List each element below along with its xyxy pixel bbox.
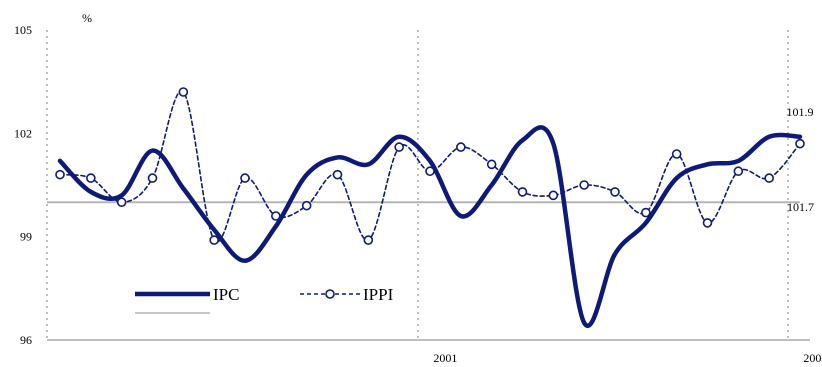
legend-marker-ippi bbox=[325, 289, 335, 299]
y-tick-label: 102 bbox=[14, 126, 32, 140]
end-label-ipc: 101.9 bbox=[787, 105, 814, 119]
data-point-ippi bbox=[456, 142, 466, 152]
x-tick-label: 2001 bbox=[433, 351, 457, 365]
axes bbox=[46, 30, 810, 341]
data-point-ippi bbox=[425, 166, 435, 177]
data-point-ippi bbox=[332, 169, 343, 180]
legend: IPC IPPI bbox=[135, 285, 394, 314]
data-point-ippi bbox=[486, 159, 497, 170]
data-point-ippi bbox=[301, 200, 312, 211]
data-point-ippi bbox=[116, 197, 127, 208]
y-tick-labels: 105 102 99 96 bbox=[14, 23, 32, 347]
data-point-ippi bbox=[178, 87, 189, 97]
data-point-ippi bbox=[795, 138, 805, 149]
x-tick-label: 2002 bbox=[803, 351, 822, 365]
data-point-ippi bbox=[764, 173, 774, 183]
data-point-ippi bbox=[240, 173, 250, 183]
data-point-ippi bbox=[394, 142, 404, 152]
data-point-ippi bbox=[86, 173, 96, 183]
y-axis-unit-label: % bbox=[82, 11, 92, 25]
data-point-ippi bbox=[271, 211, 281, 221]
y-tick-label: 96 bbox=[20, 333, 32, 347]
data-point-ippi bbox=[641, 207, 651, 218]
data-point-ippi bbox=[702, 218, 713, 228]
data-point-ippi bbox=[733, 166, 744, 177]
data-point-ippi bbox=[147, 173, 158, 183]
data-point-ippi bbox=[517, 187, 528, 197]
x-tick-labels: 200120022003 bbox=[433, 351, 822, 365]
data-point-ippi bbox=[610, 187, 620, 197]
data-point-ippi bbox=[55, 169, 65, 180]
series-line-ipc bbox=[57, 125, 803, 328]
end-label-ippi: 101.7 bbox=[787, 200, 814, 214]
data-point-ippi bbox=[363, 235, 374, 245]
legend-label-ippi: IPPI bbox=[363, 285, 394, 304]
legend-label-ipc: IPC bbox=[213, 285, 239, 304]
y-tick-label: 99 bbox=[20, 230, 32, 244]
data-point-ippi bbox=[671, 149, 682, 159]
data-point-ippi bbox=[548, 190, 559, 201]
y-tick-label: 105 bbox=[14, 23, 32, 37]
end-labels: 101.9 101.7 bbox=[787, 105, 815, 214]
series-layer bbox=[55, 87, 805, 328]
data-point-ippi bbox=[209, 235, 219, 245]
data-point-ippi bbox=[579, 180, 589, 190]
